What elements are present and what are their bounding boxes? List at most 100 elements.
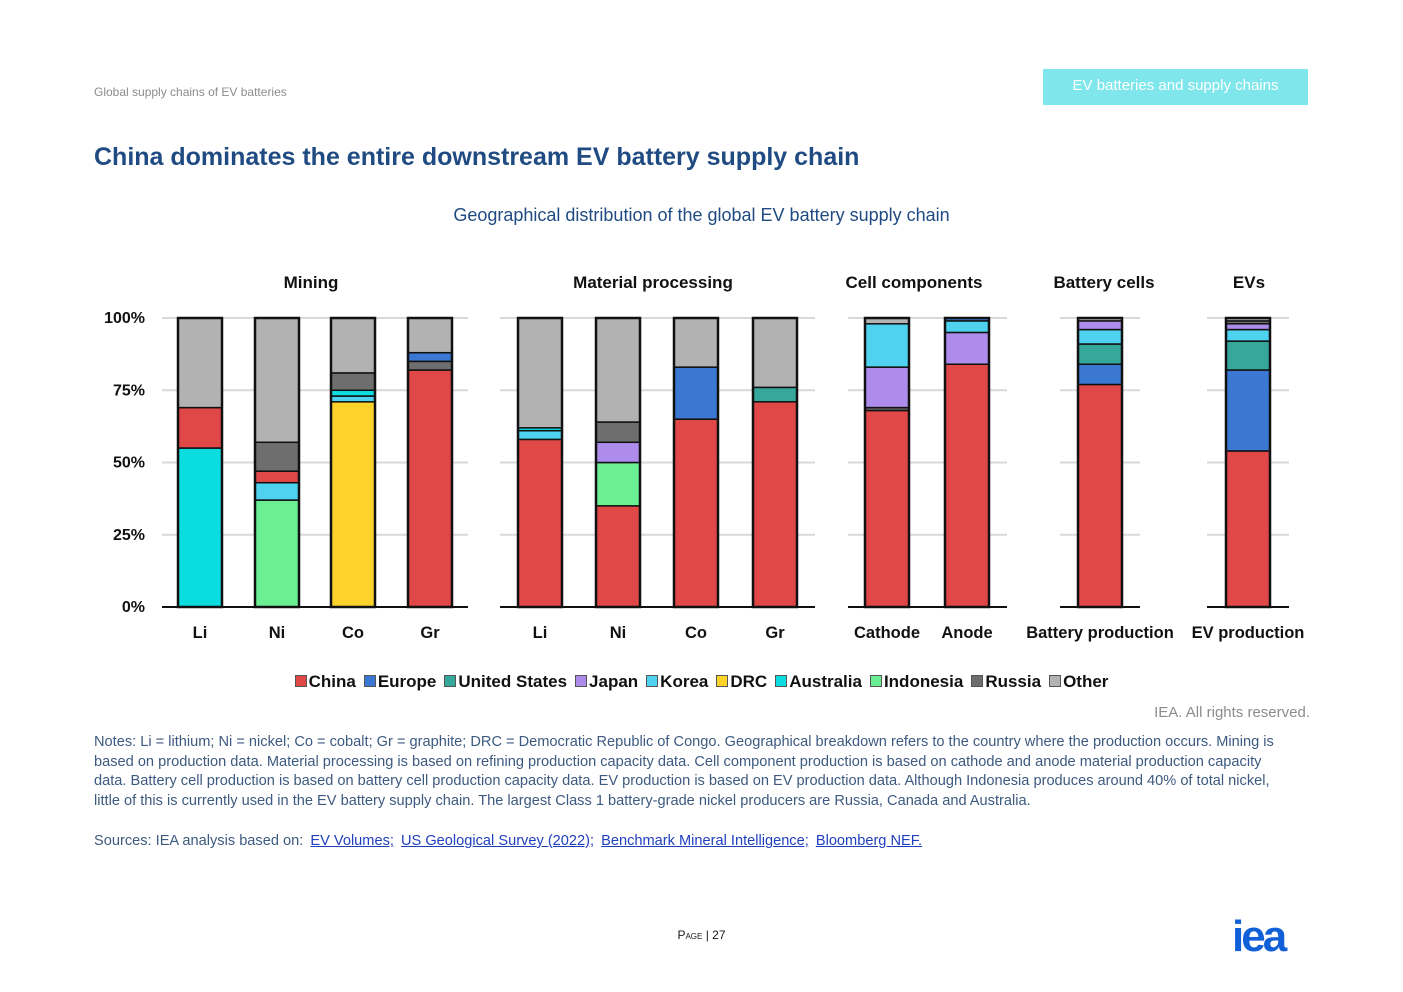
- legend-swatch: [1049, 675, 1062, 687]
- legend-swatch: [775, 675, 788, 687]
- notes: Notes: Li = lithium; Ni = nickel; Co = c…: [94, 734, 1274, 809]
- bar-segment-china: [517, 438, 563, 608]
- chart-title: Geographical distribution of the global …: [453, 205, 950, 225]
- legend-label: China: [308, 672, 356, 691]
- bar-outline: [176, 316, 224, 609]
- bar-segment-china: [595, 505, 641, 608]
- bar-segment-other: [254, 317, 300, 444]
- legend-item: Russia: [971, 672, 1041, 692]
- bar-segment-russia: [595, 421, 641, 444]
- stacked-bar-chart: 0% 25% 50% 75% 100% Mining Li Ni Co Gr Material pr…: [104, 273, 1305, 642]
- bar-segment-russia: [254, 441, 300, 472]
- group-title: Battery cells: [1053, 273, 1154, 292]
- sources-prefix: Sources: IEA analysis based on:: [94, 833, 304, 849]
- bar-segment-china: [864, 409, 910, 608]
- source-link-ev-volumes[interactable]: EV Volumes;: [310, 833, 394, 849]
- legend-item: Other: [1049, 672, 1108, 692]
- y-tick-label: 50%: [113, 455, 145, 472]
- legend-swatch: [575, 675, 588, 687]
- bar-segment-china: [1077, 383, 1123, 608]
- bar-segment-china: [1225, 450, 1271, 608]
- bar-outline: [406, 316, 454, 609]
- bar-segment-europe: [1077, 363, 1123, 386]
- bar-segment-europe: [407, 351, 453, 363]
- breadcrumb: Global supply chains of EV batteries: [94, 85, 287, 99]
- bar-segment-china: [673, 418, 719, 608]
- bar-segment-korea: [330, 395, 376, 403]
- bar-outline: [1224, 316, 1272, 609]
- legend-label: Japan: [589, 672, 639, 691]
- section-tag[interactable]: EV batteries and supply chains: [1043, 69, 1308, 105]
- legend-swatch: [646, 675, 659, 687]
- bar-segment-japan: [1077, 320, 1123, 331]
- bar-segment-other: [595, 317, 641, 423]
- x-tick-label: Co: [342, 624, 364, 642]
- x-tick-label: Li: [533, 624, 548, 642]
- bar-outline: [863, 316, 911, 609]
- bar-segment-korea: [517, 429, 563, 441]
- legend-swatch: [971, 675, 984, 687]
- legend-label: United States: [458, 672, 568, 691]
- legend-label: Korea: [660, 672, 709, 691]
- x-tick-label: EV production: [1192, 624, 1305, 642]
- bar-segment-australia: [330, 389, 376, 397]
- y-tick-label: 25%: [113, 527, 145, 544]
- page-title: China dominates the entire downstream EV…: [94, 143, 860, 171]
- legend-label: Europe: [377, 672, 437, 691]
- bar-segment-europe: [1225, 369, 1271, 452]
- bar-outline: [329, 316, 377, 609]
- bar-segment-europe: [673, 366, 719, 420]
- legend-label: DRC: [730, 672, 768, 691]
- group-title: Material processing: [573, 273, 733, 292]
- x-tick-label: Anode: [941, 624, 992, 642]
- legend-item: Korea: [646, 672, 708, 692]
- bar-segment-other: [752, 317, 798, 389]
- bar-segment-japan: [1225, 323, 1271, 331]
- bar-segment-other: [407, 317, 453, 354]
- legend-item: Indonesia: [869, 672, 964, 692]
- legend-swatch: [444, 675, 457, 687]
- source-link-bnef[interactable]: Bloomberg NEF.: [815, 833, 923, 849]
- source-link-usgs[interactable]: US Geological Survey (2022);: [401, 833, 595, 849]
- sources: Sources: IEA analysis based on: EV Volum…: [94, 833, 1294, 849]
- bar-segment-united-states: [752, 386, 798, 403]
- page-number-value: | 27: [705, 928, 726, 942]
- group-title: EVs: [1233, 273, 1265, 292]
- x-tick-label: Cathode: [854, 624, 920, 642]
- bar-segment-china: [752, 401, 798, 608]
- bar-segment-japan: [944, 331, 990, 365]
- x-tick-label: Li: [193, 624, 208, 642]
- copyright: IEA. All rights reserved.: [1154, 704, 1310, 721]
- x-tick-label: Ni: [610, 624, 627, 642]
- bar-segment-russia: [330, 372, 376, 392]
- legend-label: Russia: [985, 672, 1042, 691]
- legend-label: Indonesia: [883, 672, 964, 691]
- bar-segment-other: [517, 317, 563, 429]
- bar-outline: [943, 316, 991, 609]
- group-title: Mining: [284, 273, 339, 292]
- bar-segment-indonesia: [254, 499, 300, 608]
- legend-label: Australia: [789, 672, 862, 691]
- legend-item: Australia: [775, 672, 862, 692]
- y-tick-label: 100%: [104, 310, 145, 327]
- legend-item: Europe: [363, 672, 437, 692]
- bar-segment-australia: [177, 447, 223, 608]
- legend-item: Japan: [575, 672, 638, 692]
- x-tick-label: Gr: [420, 624, 440, 642]
- legend-item: DRC: [716, 672, 767, 692]
- bar-segment-korea: [254, 481, 300, 501]
- bar-segment-korea: [864, 323, 910, 368]
- group-title: Cell components: [846, 273, 983, 292]
- bar-segment-indonesia: [595, 461, 641, 507]
- bar-segment-china: [177, 406, 223, 449]
- bar-segment-united-states: [1077, 343, 1123, 365]
- legend-label: Other: [1063, 672, 1109, 691]
- bar-segment-other: [177, 317, 223, 409]
- source-link-benchmark[interactable]: Benchmark Mineral Intelligence;: [601, 833, 809, 849]
- bar-outline: [516, 316, 564, 609]
- bar-outline: [751, 316, 799, 609]
- bar-segment-other: [330, 317, 376, 374]
- legend-swatch: [363, 675, 376, 687]
- legend-item: United States: [444, 672, 567, 692]
- chart-legend: China Europe United States Japan Korea DRC Aus…: [0, 672, 1403, 692]
